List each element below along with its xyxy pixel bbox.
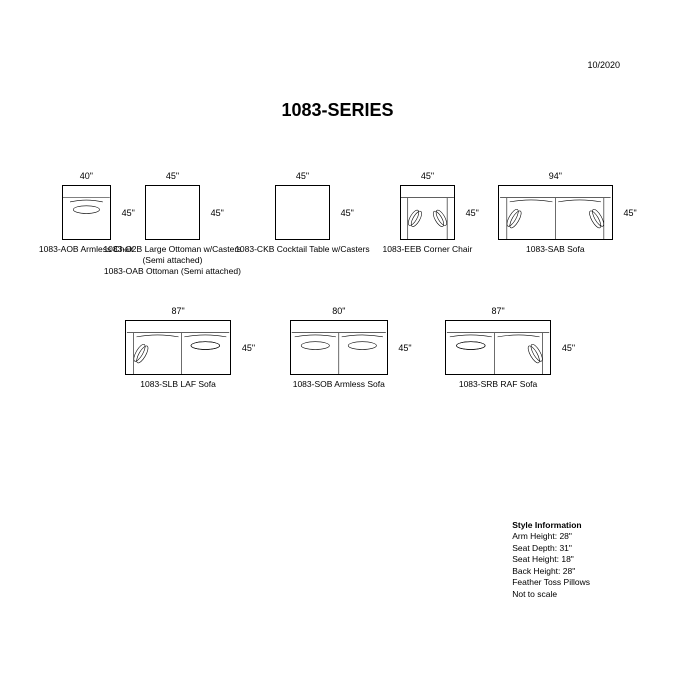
- piece-aob: 40"45"1083-AOB Armless Chair: [62, 185, 111, 240]
- piece-label: 1083-O2B Large Ottoman w/Casters(Semi at…: [102, 244, 242, 277]
- style-info-line: Seat Height: 18": [512, 554, 590, 565]
- style-info-header: Style Information: [512, 520, 590, 531]
- piece-slb: 87"45"1083-SLB LAF Sofa: [125, 320, 231, 375]
- dimension-width: 45": [275, 171, 330, 181]
- dimension-depth: 45": [562, 343, 575, 353]
- piece-label: 1083-SAB Sofa: [526, 244, 585, 255]
- dimension-width: 80": [290, 306, 388, 316]
- dimension-width: 87": [125, 306, 231, 316]
- piece-label: 1083-CKB Cocktail Table w/Casters: [235, 244, 370, 255]
- piece-label: 1083-SLB LAF Sofa: [140, 379, 216, 390]
- piece-box: [290, 320, 388, 375]
- piece-box: [62, 185, 111, 240]
- dimension-depth: 45": [242, 343, 255, 353]
- style-info-line: Seat Depth: 31": [512, 543, 590, 554]
- piece-label: 1083-EEB Corner Chair: [383, 244, 473, 255]
- dimension-width: 87": [445, 306, 551, 316]
- piece-box: [145, 185, 200, 240]
- piece-sab: 94"45"1083-SAB Sofa: [498, 185, 613, 240]
- piece-ckb: 45"45"1083-CKB Cocktail Table w/Casters: [275, 185, 330, 240]
- piece-sob: 80"45"1083-SOB Armless Sofa: [290, 320, 388, 375]
- style-information: Style Information Arm Height: 28" Seat D…: [512, 520, 590, 600]
- dimension-depth: 45": [398, 343, 411, 353]
- style-info-line: Arm Height: 28": [512, 531, 590, 542]
- date-stamp: 10/2020: [587, 60, 620, 70]
- dimension-width: 94": [498, 171, 613, 181]
- piece-o2b: 45"45"1083-O2B Large Ottoman w/Casters(S…: [145, 185, 200, 240]
- piece-srb: 87"45"1083-SRB RAF Sofa: [445, 320, 551, 375]
- page-title: 1083-SERIES: [0, 100, 675, 121]
- piece-box: [498, 185, 613, 240]
- piece-label: 1083-SRB RAF Sofa: [459, 379, 537, 390]
- dimension-width: 45": [145, 171, 200, 181]
- style-info-line: Feather Toss Pillows: [512, 577, 590, 588]
- piece-label: 1083-SOB Armless Sofa: [293, 379, 385, 390]
- dimension-depth: 45": [211, 208, 224, 218]
- style-info-line: Back Height: 28": [512, 566, 590, 577]
- piece-box: [400, 185, 455, 240]
- dimension-width: 40": [62, 171, 111, 181]
- piece-box: [445, 320, 551, 375]
- style-info-line: Not to scale: [512, 589, 590, 600]
- dimension-depth: 45": [466, 208, 479, 218]
- piece-eeb: 45"45"1083-EEB Corner Chair: [400, 185, 455, 240]
- piece-box: [125, 320, 231, 375]
- dimension-depth: 45": [341, 208, 354, 218]
- piece-box: [275, 185, 330, 240]
- dimension-depth: 45": [122, 208, 135, 218]
- dimension-depth: 45": [623, 208, 636, 218]
- dimension-width: 45": [400, 171, 455, 181]
